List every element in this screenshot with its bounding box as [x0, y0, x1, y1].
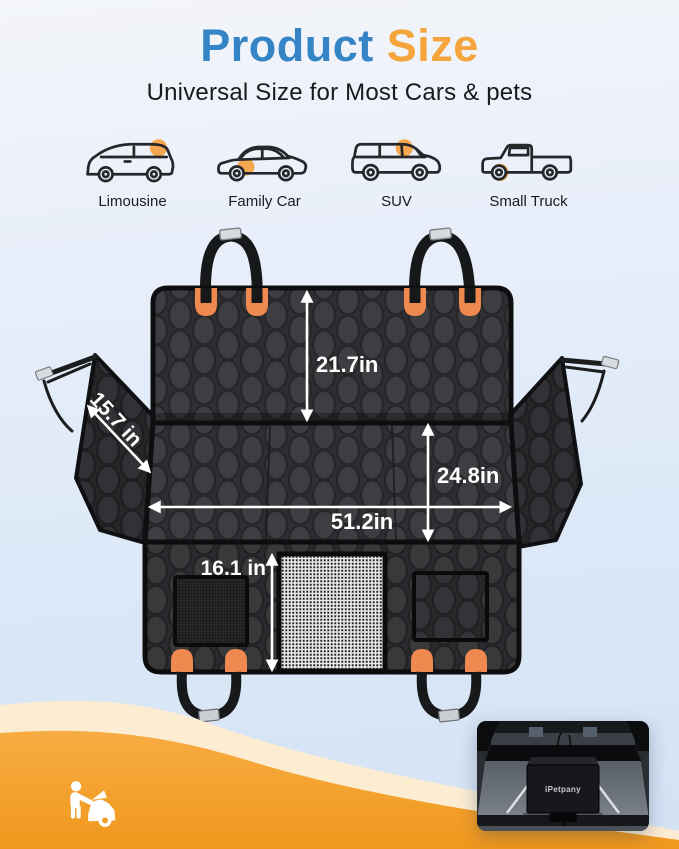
- title-word-size: Size: [386, 20, 479, 71]
- person-washing-car-icon: [70, 781, 116, 827]
- car-type-label: Small Truck: [489, 193, 568, 210]
- measurement-seat-depth: 24.8in: [437, 463, 499, 488]
- backrest-fold-shadow: [155, 413, 509, 423]
- trunk-brand-label: iPetpany: [545, 785, 581, 794]
- packed-product-box: iPetpany: [526, 749, 600, 814]
- car-type-label: SUV: [381, 193, 412, 210]
- page-title: Product Size: [0, 22, 679, 69]
- car-type-suv: SUV: [338, 133, 456, 210]
- title-word-product: Product: [200, 20, 374, 71]
- suv-icon: [350, 139, 441, 182]
- subtitle: Universal Size for Most Cars & pets: [146, 79, 533, 107]
- measurement-front-height: 16.1 in: [201, 557, 266, 580]
- left-flap-buckle: [34, 366, 54, 381]
- measurement-arrows: [86, 289, 513, 673]
- measurement-back-height: 21.7in: [316, 352, 378, 377]
- right-flap-strap: [559, 357, 609, 423]
- left-side-flap: [74, 353, 157, 547]
- seat-cover-diagram: 21.7in 24.8in 51.2in 16.1 in 15.7 in: [34, 227, 620, 723]
- trunk-parcel-shelf: [485, 745, 641, 761]
- trunk-photo: iPetpany: [477, 721, 649, 831]
- car-type-family-car: Family Car: [206, 133, 324, 210]
- left-flap-strap: [42, 354, 98, 433]
- car-type-label: Family Car: [228, 193, 301, 210]
- bottom-anchor-tabs: [171, 649, 487, 672]
- car-type-row: Limousine Family Car: [0, 133, 679, 210]
- seat-anchor-buckles: [198, 708, 461, 723]
- backrest-panel: [150, 285, 514, 426]
- family-car-icon: [216, 145, 307, 182]
- limousine-icon: [85, 139, 174, 183]
- right-side-flap: [508, 356, 583, 550]
- car-type-label: Limousine: [98, 193, 167, 210]
- top-strap-stubs: [200, 288, 476, 303]
- seat-fold-seams: [265, 424, 397, 541]
- left-mesh-pocket: [173, 575, 249, 647]
- small-truck-icon: [480, 143, 572, 182]
- measurement-seat-width: 51.2in: [331, 509, 393, 534]
- right-flap-pocket: [412, 571, 489, 642]
- right-flap-buckle: [600, 355, 620, 370]
- headrest-strap-buckles: [218, 227, 453, 241]
- header: Product Size Universal Size for Most Car…: [0, 22, 679, 107]
- car-type-small-truck: Small Truck: [470, 133, 588, 210]
- center-mesh-window: [276, 551, 388, 674]
- car-type-limousine: Limousine: [74, 133, 192, 210]
- arrow-side-flap: [86, 404, 152, 474]
